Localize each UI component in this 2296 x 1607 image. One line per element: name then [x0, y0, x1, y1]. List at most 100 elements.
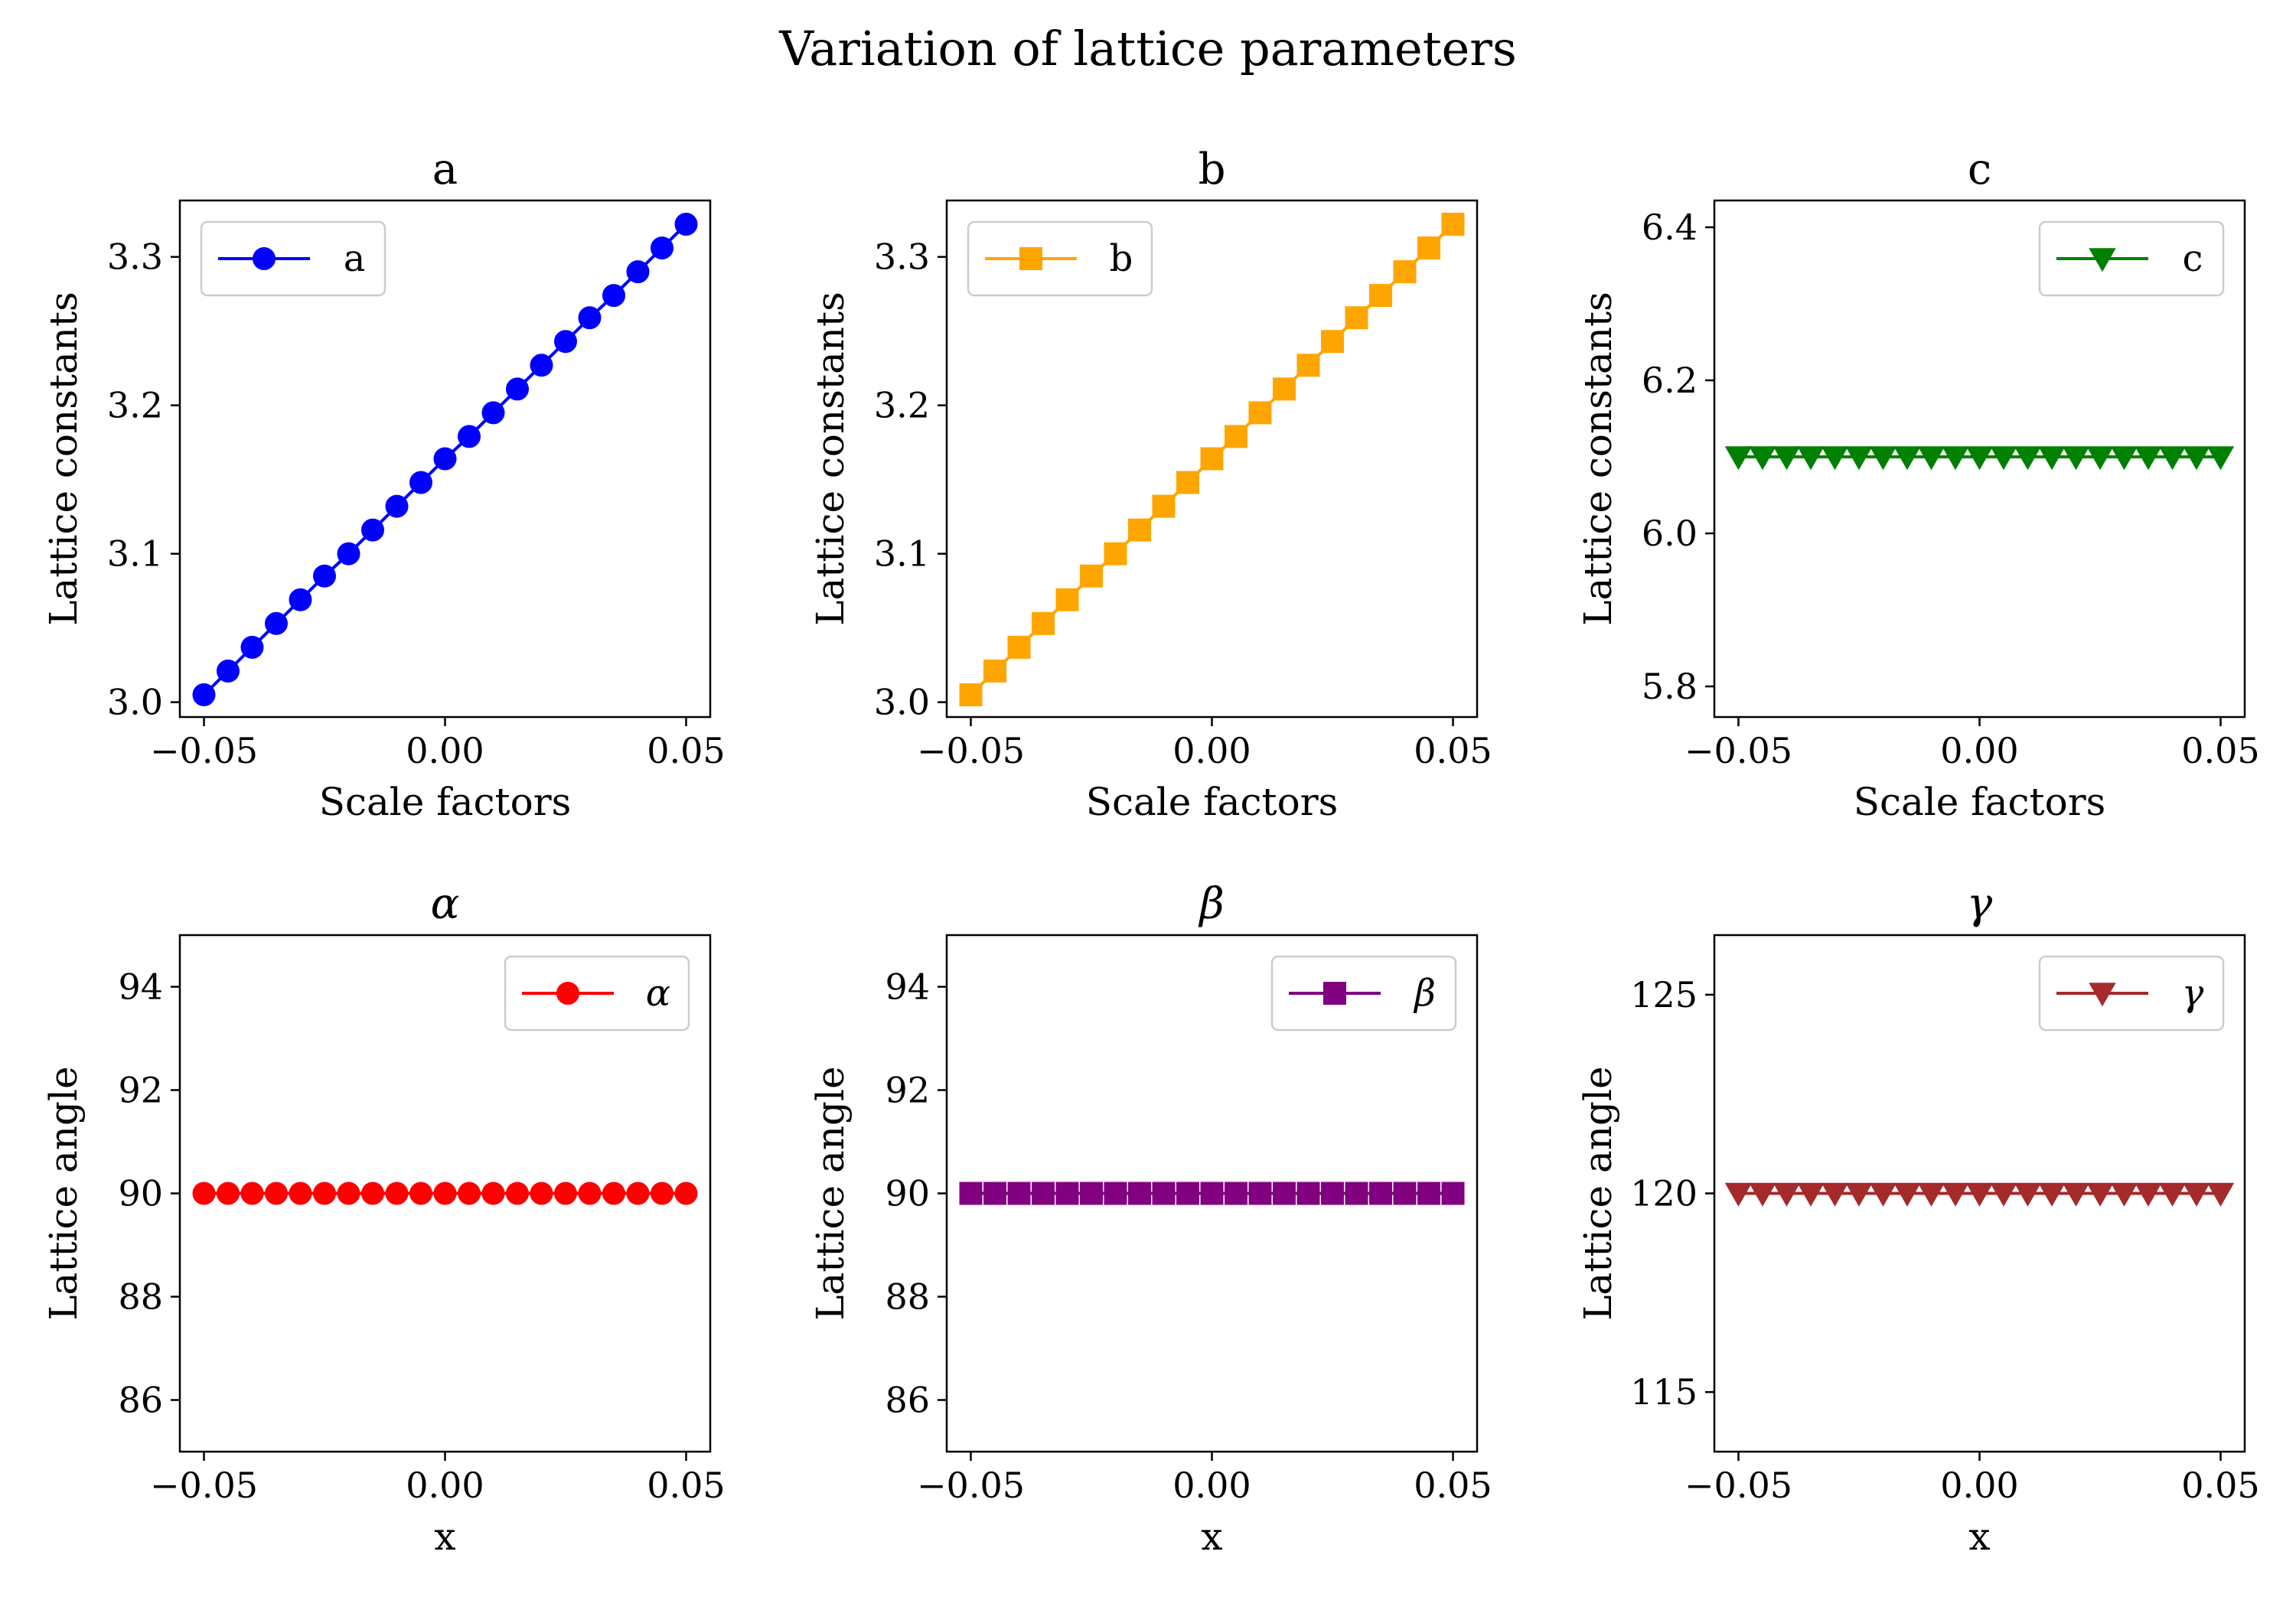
plot-1-data-point: [289, 588, 312, 611]
plot-2-data-point: [1248, 401, 1272, 425]
plot-3-data-point: [1965, 446, 1994, 471]
plot-6-data-point: [1845, 1182, 1873, 1207]
plot-5-data-point: [1393, 1182, 1417, 1205]
plot-2-data-point: [1417, 236, 1440, 260]
plot-2-data-point: [1441, 213, 1465, 236]
plot-3-data-point: [1749, 446, 1776, 471]
plot-4-y-tick-label: 90: [118, 1173, 163, 1214]
plot-1-y-tick-label: 3.2: [107, 385, 163, 426]
plot-6-data-point: [2110, 1182, 2138, 1207]
plot-1-data-point: [361, 518, 384, 542]
plot-6-x-axis-label: x: [1968, 1514, 1990, 1559]
plot-1-x-tick-label: −0.05: [150, 730, 258, 771]
plot-6-data-point: [1990, 1182, 2017, 1207]
plot-5-data-point: [1104, 1182, 1127, 1205]
plot-5-legend-marker: [1323, 982, 1346, 1005]
plot-3-data-point: [2062, 446, 2090, 471]
plot-6-data-point: [1821, 1182, 1849, 1207]
plot-5-legend: β: [1270, 955, 1457, 1032]
plot-2-data-point: [1393, 260, 1417, 284]
plot-2-title: b: [1199, 145, 1226, 194]
plot-4-series-1: [192, 1182, 698, 1205]
plot-5-data-point: [1321, 1182, 1344, 1205]
plot-3-y-tick-label: 5.8: [1642, 666, 1698, 707]
plot-6-x-tick-label: 0.00: [1940, 1465, 2018, 1506]
plot-2-legend: b: [967, 220, 1153, 297]
plot-6-series-1: [1724, 1182, 2235, 1207]
plot-1-data-point: [651, 236, 673, 260]
plot-1-data-point: [240, 635, 264, 659]
plot-6-data-point: [1965, 1182, 1994, 1207]
plot-5-data-point: [1080, 1182, 1103, 1205]
plot-3-data-point: [2014, 446, 2042, 471]
plot-4-data-point: [409, 1182, 432, 1205]
plot-6-data-point: [2135, 1182, 2162, 1207]
plot-6-data-point: [2014, 1182, 2042, 1207]
plot-5-legend-label: β: [1413, 972, 1436, 1015]
plot-6-data-point: [2038, 1182, 2066, 1207]
plot-5-x-tick-label: 0.05: [1414, 1465, 1492, 1506]
plot-4-data-point: [385, 1182, 409, 1205]
plot-4: α −0.05 0.00 0.05 86 88 90 92 94 x Lattice angle α: [41, 879, 726, 1559]
plot-1-data-point: [385, 494, 409, 518]
plot-3-legend-label: c: [2183, 237, 2203, 280]
plot-6-legend-marker: [2089, 983, 2116, 1007]
plot-5: β −0.05 0.00 0.05 86 88 90 92 94 x Lattice angle β: [808, 879, 1492, 1559]
plot-6-legend-label: γ: [2182, 972, 2204, 1015]
plot-2-data-point: [1176, 471, 1199, 494]
plot-2-x-axis-label: Scale factors: [1086, 780, 1339, 824]
plot-1-data-point: [506, 377, 529, 401]
plot-2-data-point: [1369, 284, 1392, 308]
plot-5-data-point: [1007, 1182, 1031, 1205]
plot-2-data-point: [1032, 611, 1055, 635]
plot-5-y-tick-label: 94: [885, 966, 930, 1008]
plot-5-y-tick-label: 88: [885, 1276, 930, 1318]
plot-5-data-point: [1128, 1182, 1151, 1205]
plot-2-y-axis-label: Lattice constants: [808, 292, 853, 626]
plot-6-legend: γ: [2038, 955, 2225, 1032]
plot-2-data-point: [1080, 564, 1103, 588]
plot-5-data-point: [1152, 1182, 1176, 1205]
plot-4-y-tick-label: 88: [118, 1276, 163, 1318]
plot-2-y-tick-label: 3.2: [874, 385, 930, 426]
plot-3-title: c: [1968, 145, 1991, 194]
plot-2-data-point: [1128, 518, 1151, 542]
plot-4-legend: α: [504, 955, 690, 1032]
plot-5-y-tick-label: 86: [885, 1380, 930, 1421]
plot-5-data-point: [983, 1182, 1006, 1205]
plot-3-data-point: [1917, 446, 1945, 471]
plot-6-x-tick-label: 0.05: [2181, 1465, 2259, 1506]
plot-4-y-tick-label: 86: [118, 1380, 163, 1421]
plot-1-y-axis-label: Lattice constants: [41, 292, 86, 626]
plot-4-data-point: [506, 1182, 529, 1205]
plot-1-data-point: [458, 425, 481, 448]
plot-4-data-point: [626, 1182, 650, 1205]
plot-6-data-point: [1869, 1182, 1897, 1207]
plot-2-data-point: [959, 683, 983, 706]
plot-2-data-point: [1055, 588, 1079, 611]
plot-1-x-tick-label: 0.00: [406, 730, 484, 771]
plot-1-data-point: [433, 447, 457, 471]
plot-5-data-point: [1296, 1182, 1320, 1205]
plot-4-data-point: [481, 1182, 505, 1205]
plot-3-series-1: [1724, 446, 2235, 471]
plot-3-data-point: [1893, 446, 1921, 471]
plot-6-data-point: [1917, 1182, 1945, 1207]
plot-5-x-tick-label: −0.05: [917, 1465, 1025, 1506]
plot-5-x-tick-label: 0.00: [1172, 1465, 1251, 1506]
plot-1-data-point: [409, 471, 432, 494]
plot-3-x-tick-label: −0.05: [1684, 730, 1792, 771]
plot-6-y-tick-label: 125: [1630, 974, 1698, 1015]
plot-6-y-tick-label: 115: [1630, 1371, 1698, 1413]
plot-3-data-point: [2206, 446, 2235, 471]
plot-3-data-point: [1845, 446, 1873, 471]
plot-3-data-point: [2183, 446, 2210, 471]
plot-2-data-point: [1273, 377, 1296, 401]
plot-4-data-point: [433, 1182, 457, 1205]
plot-1-data-point: [265, 611, 288, 635]
plot-1-series-1: [192, 213, 698, 706]
plot-3-x-tick-label: 0.05: [2181, 730, 2259, 771]
plot-3-data-point: [2158, 446, 2187, 471]
plot-3-data-point: [1821, 446, 1849, 471]
plot-3-x-tick-label: 0.00: [1940, 730, 2018, 771]
